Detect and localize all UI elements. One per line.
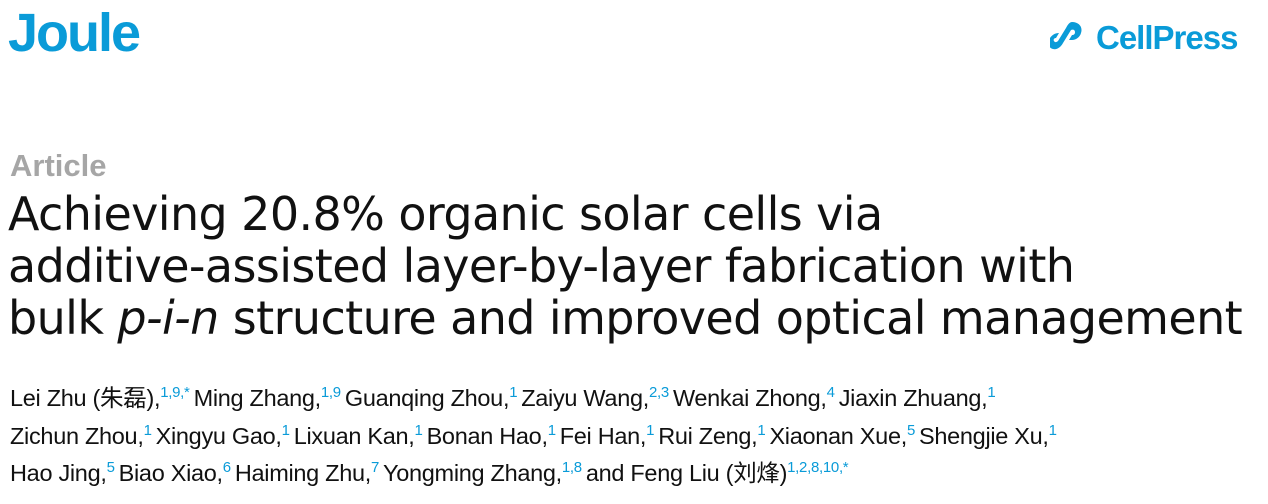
author-name: Wenkai Zhong, [672, 385, 827, 411]
author[interactable]: Ming Zhang,1,9 [194, 385, 345, 411]
author-name: Zaiyu Wang, [521, 385, 649, 411]
author-name: Haiming Zhu, [234, 460, 371, 486]
affiliation-superscript[interactable]: 4 [826, 384, 835, 401]
author-line: Hao Jing,5 Biao Xiao,6 Haiming Zhu,7 Yongmi… [10, 455, 1061, 493]
author-line: Lei Zhu (朱磊),1,9,* Ming Zhang,1,9 Guanqing… [10, 380, 1061, 418]
author[interactable]: Fei Han,1 [560, 423, 658, 449]
author[interactable]: Bonan Hao,1 [427, 423, 560, 449]
article-type: Article [10, 148, 107, 183]
author-name: Guanqing Zhou, [344, 385, 510, 411]
author[interactable]: Wenkai Zhong,4 [673, 385, 839, 411]
author-name: Bonan Hao, [426, 422, 548, 449]
author[interactable]: Rui Zeng,1 [658, 423, 769, 449]
journal-logo[interactable]: Joule [8, 3, 141, 63]
author-list: Lei Zhu (朱磊),1,9,* Ming Zhang,1,9 Guanqing… [10, 380, 1061, 493]
affiliation-superscript[interactable]: 6 [222, 459, 231, 476]
author[interactable]: Xingyu Gao,1 [156, 423, 294, 449]
author-name: Jiaxin Zhuang, [838, 385, 988, 411]
title-line: additive-assisted layer-by-layer fabrica… [8, 240, 1242, 292]
author[interactable]: and Feng Liu (刘烽)1,2,8,10,* [586, 460, 853, 486]
publisher-name: CellPress [1096, 19, 1238, 56]
affiliation-superscript[interactable]: 1 [281, 421, 290, 439]
title-text: bulk [8, 291, 118, 345]
author-name: Shengjie Xu, [919, 422, 1049, 449]
title-text: Achieving 20.8% organic solar cells via [8, 187, 883, 241]
author-name: Lixuan Kan, [293, 422, 415, 449]
author-name: Yongming Zhang, [383, 460, 562, 486]
cellpress-logo-icon [1050, 22, 1082, 50]
title-line: Achieving 20.8% organic solar cells via [8, 188, 1242, 240]
title-line: bulk p-i-n structure and improved optica… [8, 291, 1243, 345]
article-title: Achieving 20.8% organic solar cells via a… [8, 188, 1243, 345]
title-text: additive-assisted layer-by-layer fabrica… [8, 239, 1075, 293]
author-name: Ming Zhang, [193, 385, 322, 411]
author-name: Hao Jing, [10, 460, 107, 486]
affiliation-superscript[interactable]: 5 [906, 421, 915, 439]
author-name: Xiaonan Xue, [769, 422, 907, 449]
author[interactable]: Guanqing Zhou,1 [345, 385, 521, 411]
author[interactable]: Biao Xiao,6 [119, 460, 235, 486]
author[interactable]: Shengjie Xu,1 [919, 423, 1061, 449]
author[interactable]: Haiming Zhu,7 [235, 460, 383, 486]
author[interactable]: Lei Zhu (朱磊),1,9,* [10, 385, 194, 411]
affiliation-superscript[interactable]: 1,2,8,10,* [787, 459, 849, 476]
author-name: Fei Han, [559, 422, 647, 449]
author[interactable]: Hao Jing,5 [10, 460, 119, 486]
affiliation-superscript[interactable]: 1 [757, 421, 766, 439]
affiliation-superscript[interactable]: 1 [646, 421, 655, 439]
author[interactable]: Zichun Zhou,1 [10, 423, 156, 449]
author-name: Biao Xiao, [118, 460, 223, 486]
affiliation-superscript[interactable]: 1 [987, 384, 996, 401]
author[interactable]: Jiaxin Zhuang,1 [839, 385, 1000, 411]
author[interactable]: Lixuan Kan,1 [294, 423, 427, 449]
affiliation-superscript[interactable]: 1,8 [561, 459, 582, 476]
title-text: structure and improved optical managemen… [218, 291, 1243, 345]
affiliation-superscript[interactable]: 1 [547, 421, 556, 439]
author-name: Rui Zeng, [658, 422, 758, 449]
author-name: Lei Zhu (朱磊), [10, 385, 161, 411]
author-name: Zichun Zhou, [10, 422, 144, 449]
affiliation-superscript[interactable]: 1 [509, 384, 518, 401]
author-line: Zichun Zhou,1 Xingyu Gao,1 Lixuan Kan,1 Bon… [10, 418, 1061, 456]
author-name: and Feng Liu (刘烽) [585, 460, 788, 486]
affiliation-superscript[interactable]: 1 [1048, 421, 1057, 439]
affiliation-superscript[interactable]: 1 [143, 421, 152, 439]
title-italic-text: p-i-n [117, 291, 219, 345]
affiliation-superscript[interactable]: 2,3 [648, 384, 669, 401]
author[interactable]: Zaiyu Wang,2,3 [521, 385, 673, 411]
author-name: Xingyu Gao, [155, 422, 282, 449]
author[interactable]: Yongming Zhang,1,8 [383, 460, 586, 486]
author[interactable]: Xiaonan Xue,5 [769, 423, 919, 449]
affiliation-superscript[interactable]: 1,9 [320, 384, 341, 401]
affiliation-superscript[interactable]: 5 [106, 459, 115, 476]
publisher-logo[interactable]: CellPress [1050, 18, 1238, 58]
affiliation-superscript[interactable]: 1,9,* [160, 384, 190, 401]
affiliation-superscript[interactable]: 7 [370, 459, 380, 476]
affiliation-superscript[interactable]: 1 [414, 421, 423, 439]
